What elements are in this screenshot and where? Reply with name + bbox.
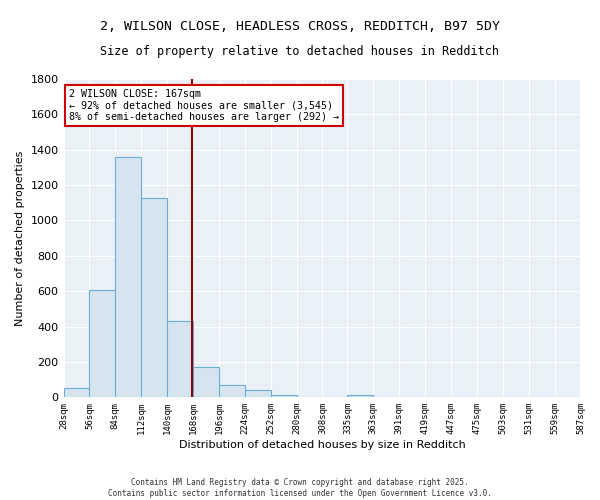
Y-axis label: Number of detached properties: Number of detached properties: [15, 150, 25, 326]
Bar: [245, 390, 271, 398]
Bar: [271, 394, 296, 398]
Bar: [347, 394, 373, 398]
Bar: [89, 290, 115, 398]
X-axis label: Distribution of detached houses by size in Redditch: Distribution of detached houses by size …: [179, 440, 466, 450]
Bar: [141, 198, 167, 398]
Bar: [115, 157, 141, 398]
Bar: [167, 322, 193, 398]
Bar: [64, 388, 89, 398]
Text: Size of property relative to detached houses in Redditch: Size of property relative to detached ho…: [101, 45, 499, 58]
Text: 2, WILSON CLOSE, HEADLESS CROSS, REDDITCH, B97 5DY: 2, WILSON CLOSE, HEADLESS CROSS, REDDITC…: [100, 20, 500, 33]
Text: 2 WILSON CLOSE: 167sqm
← 92% of detached houses are smaller (3,545)
8% of semi-d: 2 WILSON CLOSE: 167sqm ← 92% of detached…: [69, 88, 339, 122]
Text: Contains HM Land Registry data © Crown copyright and database right 2025.
Contai: Contains HM Land Registry data © Crown c…: [108, 478, 492, 498]
Bar: [219, 385, 245, 398]
Bar: [193, 368, 219, 398]
